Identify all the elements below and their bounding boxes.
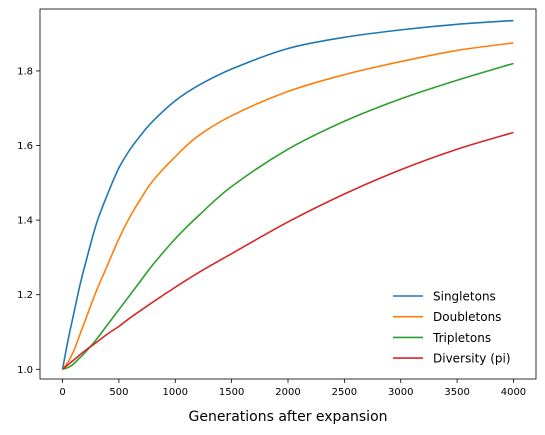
plot-area xyxy=(39,8,537,380)
y-tick-label: 1.2 xyxy=(17,290,33,301)
legend-label-singletons: Singletons xyxy=(433,290,496,304)
y-tick-label: 1.6 xyxy=(17,141,33,152)
legend-label-tripletons: Tripletons xyxy=(432,331,491,345)
series-line-doubletons xyxy=(61,42,514,370)
x-tick-label: 3000 xyxy=(388,387,413,398)
x-tick-label: 4000 xyxy=(501,387,526,398)
legend: Singletons Doubletons Tripletons Diversity … xyxy=(393,290,511,366)
legend-label-diversity-pi: Diversity (pi) xyxy=(433,352,511,366)
x-tick-label: 2500 xyxy=(332,387,357,398)
x-tick-label: 0 xyxy=(59,387,65,398)
x-tick-label: 500 xyxy=(109,387,128,398)
x-tick-label: 2000 xyxy=(275,387,300,398)
y-tick-label: 1.8 xyxy=(17,66,33,77)
x-tick-label: 1500 xyxy=(219,387,244,398)
series-line-singletons xyxy=(61,19,514,370)
series-line-tripletons xyxy=(62,62,514,371)
y-tick-label: 1.4 xyxy=(17,216,33,227)
y-tick-label: 1.0 xyxy=(17,365,33,376)
x-tick-label: 3500 xyxy=(444,387,469,398)
x-axis-label: Generations after expansion xyxy=(188,409,387,425)
x-tick-label: 1000 xyxy=(163,387,188,398)
legend-label-doubletons: Doubletons xyxy=(433,310,501,324)
series-line-diversity-pi xyxy=(62,131,514,370)
